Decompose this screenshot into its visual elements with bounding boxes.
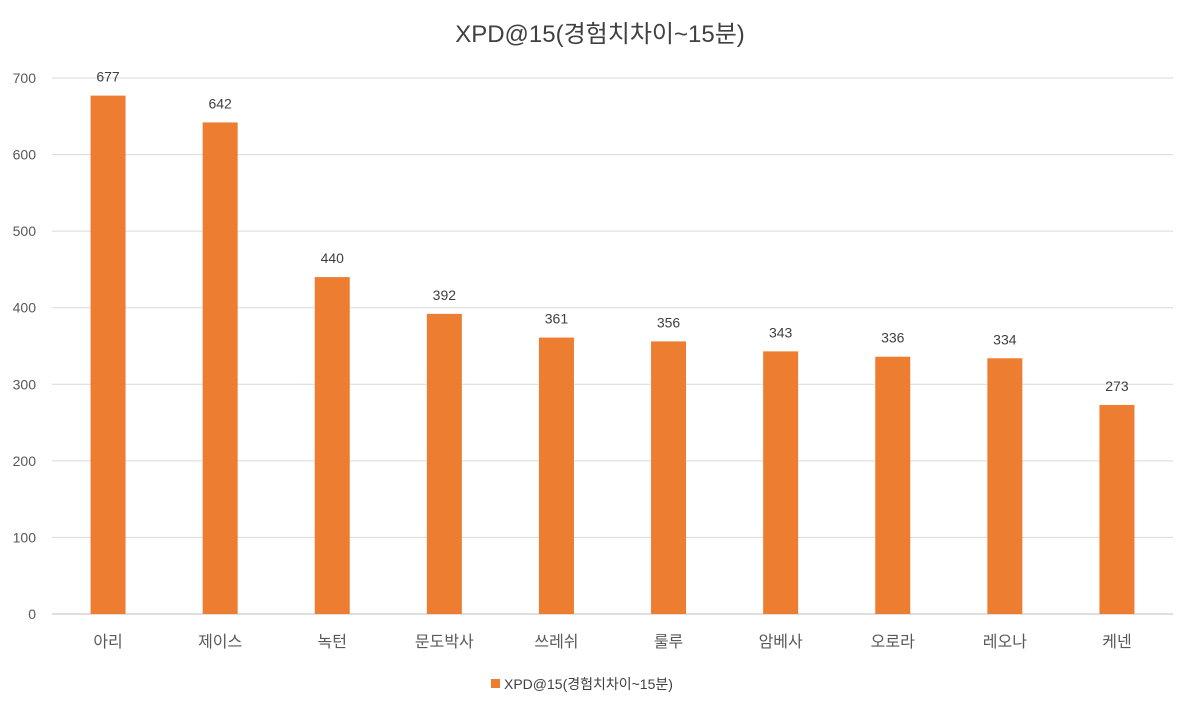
x-tick-label: 쓰레쉬 bbox=[534, 633, 578, 651]
data-label: 334 bbox=[993, 331, 1017, 347]
x-tick-label: 문도박사 bbox=[415, 633, 474, 651]
bar bbox=[202, 122, 238, 614]
chart-title: XPD@15(경험치차이~15분) bbox=[455, 21, 745, 48]
bar bbox=[538, 337, 574, 614]
data-label: 642 bbox=[208, 95, 232, 111]
y-tick-label: 0 bbox=[28, 606, 36, 622]
bar bbox=[90, 95, 126, 614]
x-tick-label: 아리 bbox=[93, 633, 122, 651]
y-tick-label: 500 bbox=[13, 223, 37, 239]
x-tick-label: 레오나 bbox=[983, 633, 1027, 651]
data-label: 440 bbox=[321, 250, 345, 266]
bar bbox=[314, 277, 350, 614]
data-label: 392 bbox=[433, 287, 457, 303]
data-label: 677 bbox=[96, 69, 120, 85]
x-tick-label: 녹턴 bbox=[318, 633, 347, 651]
bar bbox=[1099, 404, 1135, 614]
data-label: 343 bbox=[769, 324, 793, 340]
x-tick-label: 오로라 bbox=[871, 633, 915, 651]
x-tick-label: 룰루 bbox=[654, 634, 683, 651]
y-tick-label: 300 bbox=[13, 376, 37, 392]
y-tick-label: 200 bbox=[13, 453, 37, 469]
y-tick-label: 100 bbox=[13, 529, 37, 545]
y-tick-label: 700 bbox=[13, 70, 37, 86]
bar bbox=[426, 313, 462, 614]
data-label: 336 bbox=[881, 330, 905, 346]
x-tick-label: 암베사 bbox=[759, 633, 803, 651]
legend-label: XPD@15(경험치차이~15분) bbox=[504, 676, 673, 692]
x-tick-label: 제이스 bbox=[198, 633, 242, 651]
legend: XPD@15(경험치차이~15분) bbox=[491, 676, 673, 692]
x-tick-label: 케넨 bbox=[1102, 633, 1131, 651]
y-tick-label: 600 bbox=[13, 147, 37, 163]
data-label: 273 bbox=[1105, 378, 1129, 394]
data-label: 356 bbox=[657, 314, 681, 330]
bar bbox=[763, 351, 799, 614]
bar bbox=[987, 358, 1023, 614]
bar bbox=[651, 341, 687, 614]
data-label: 361 bbox=[545, 311, 569, 327]
legend-swatch bbox=[491, 679, 500, 688]
bar bbox=[875, 356, 911, 614]
y-tick-label: 400 bbox=[13, 300, 37, 316]
